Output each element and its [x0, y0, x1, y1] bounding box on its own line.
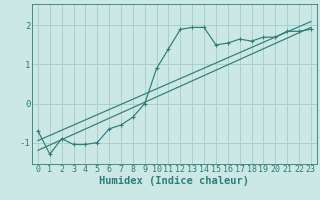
X-axis label: Humidex (Indice chaleur): Humidex (Indice chaleur) — [100, 176, 249, 186]
